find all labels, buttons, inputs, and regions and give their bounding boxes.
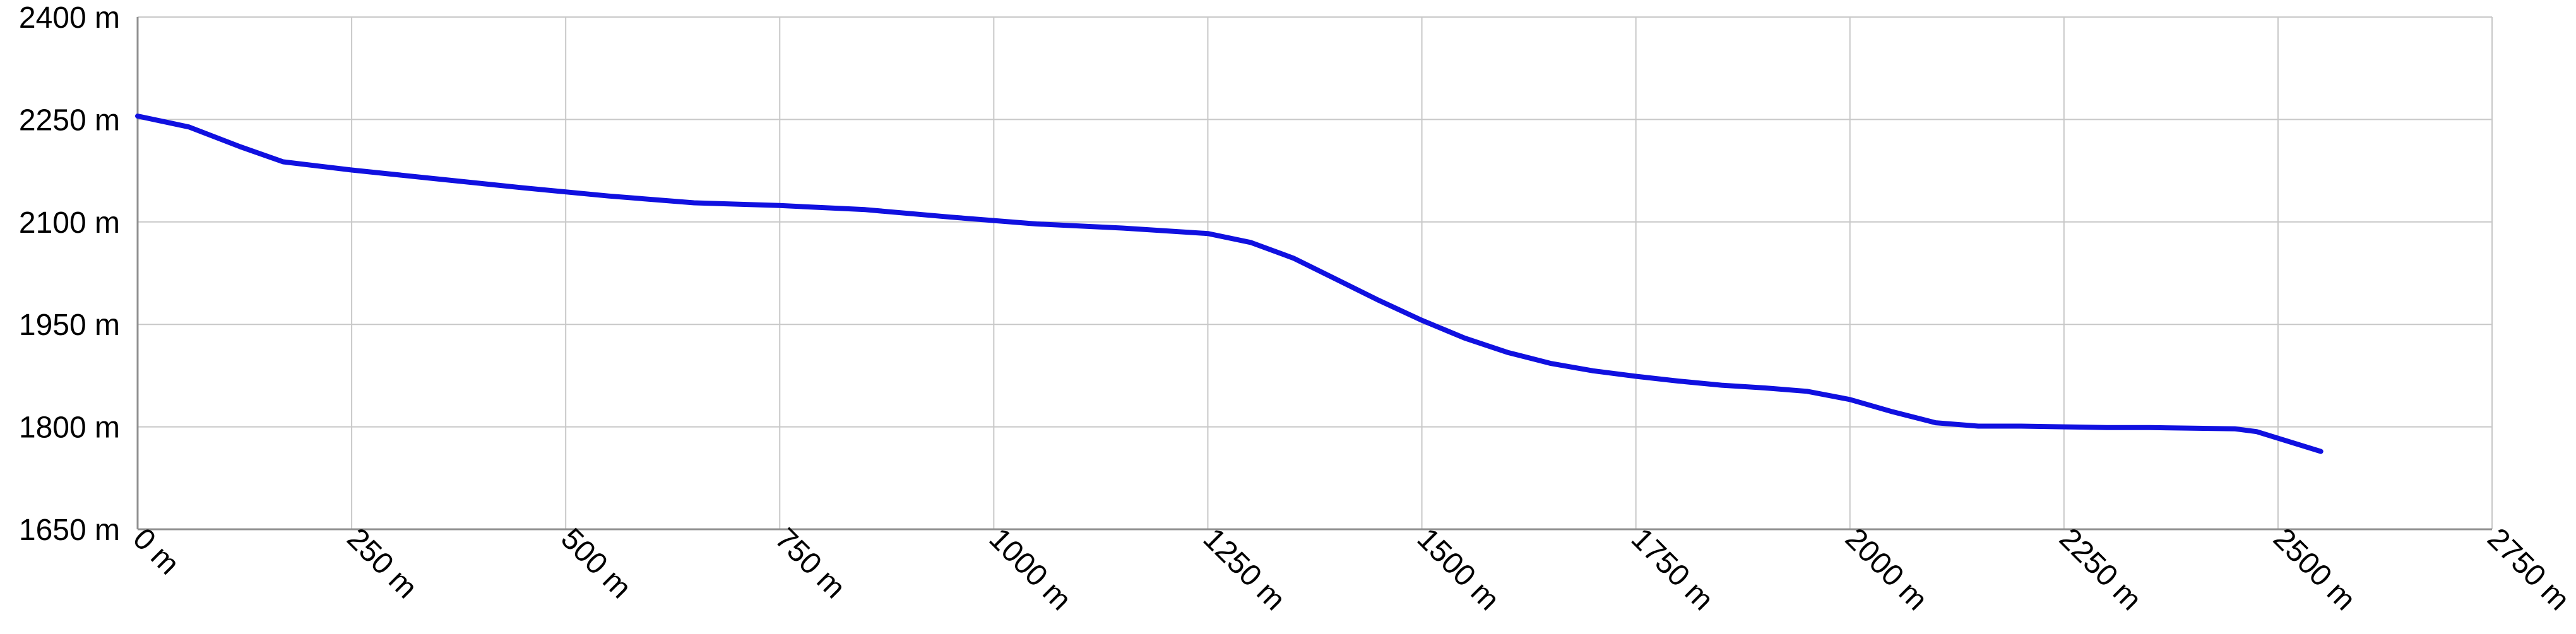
y-tick-label: 1800 m — [19, 411, 120, 445]
x-tick-label: 1000 m — [983, 522, 1078, 617]
y-tick-label: 1650 m — [19, 514, 120, 547]
x-tick-label: 750 m — [768, 522, 852, 605]
x-tick-label: 2250 m — [2053, 522, 2148, 617]
x-tick-label: 2500 m — [2267, 522, 2362, 617]
x-tick-label: 500 m — [554, 522, 638, 605]
x-tick-label: 1750 m — [1625, 522, 1720, 617]
y-tick-label: 2400 m — [19, 1, 120, 35]
x-tick-label: 250 m — [340, 522, 424, 605]
y-tick-label: 2250 m — [19, 103, 120, 137]
x-tick-label: 2000 m — [1839, 522, 1934, 617]
y-tick-label: 1950 m — [19, 308, 120, 342]
elevation-profile-line — [135, 114, 2324, 454]
x-tick-label: 1500 m — [1411, 522, 1506, 617]
x-tick-label: 1250 m — [1197, 522, 1292, 617]
y-tick-label: 2100 m — [19, 206, 120, 240]
x-tick-label: 2750 m — [2481, 522, 2576, 617]
x-tick-label: 0 m — [126, 522, 186, 581]
